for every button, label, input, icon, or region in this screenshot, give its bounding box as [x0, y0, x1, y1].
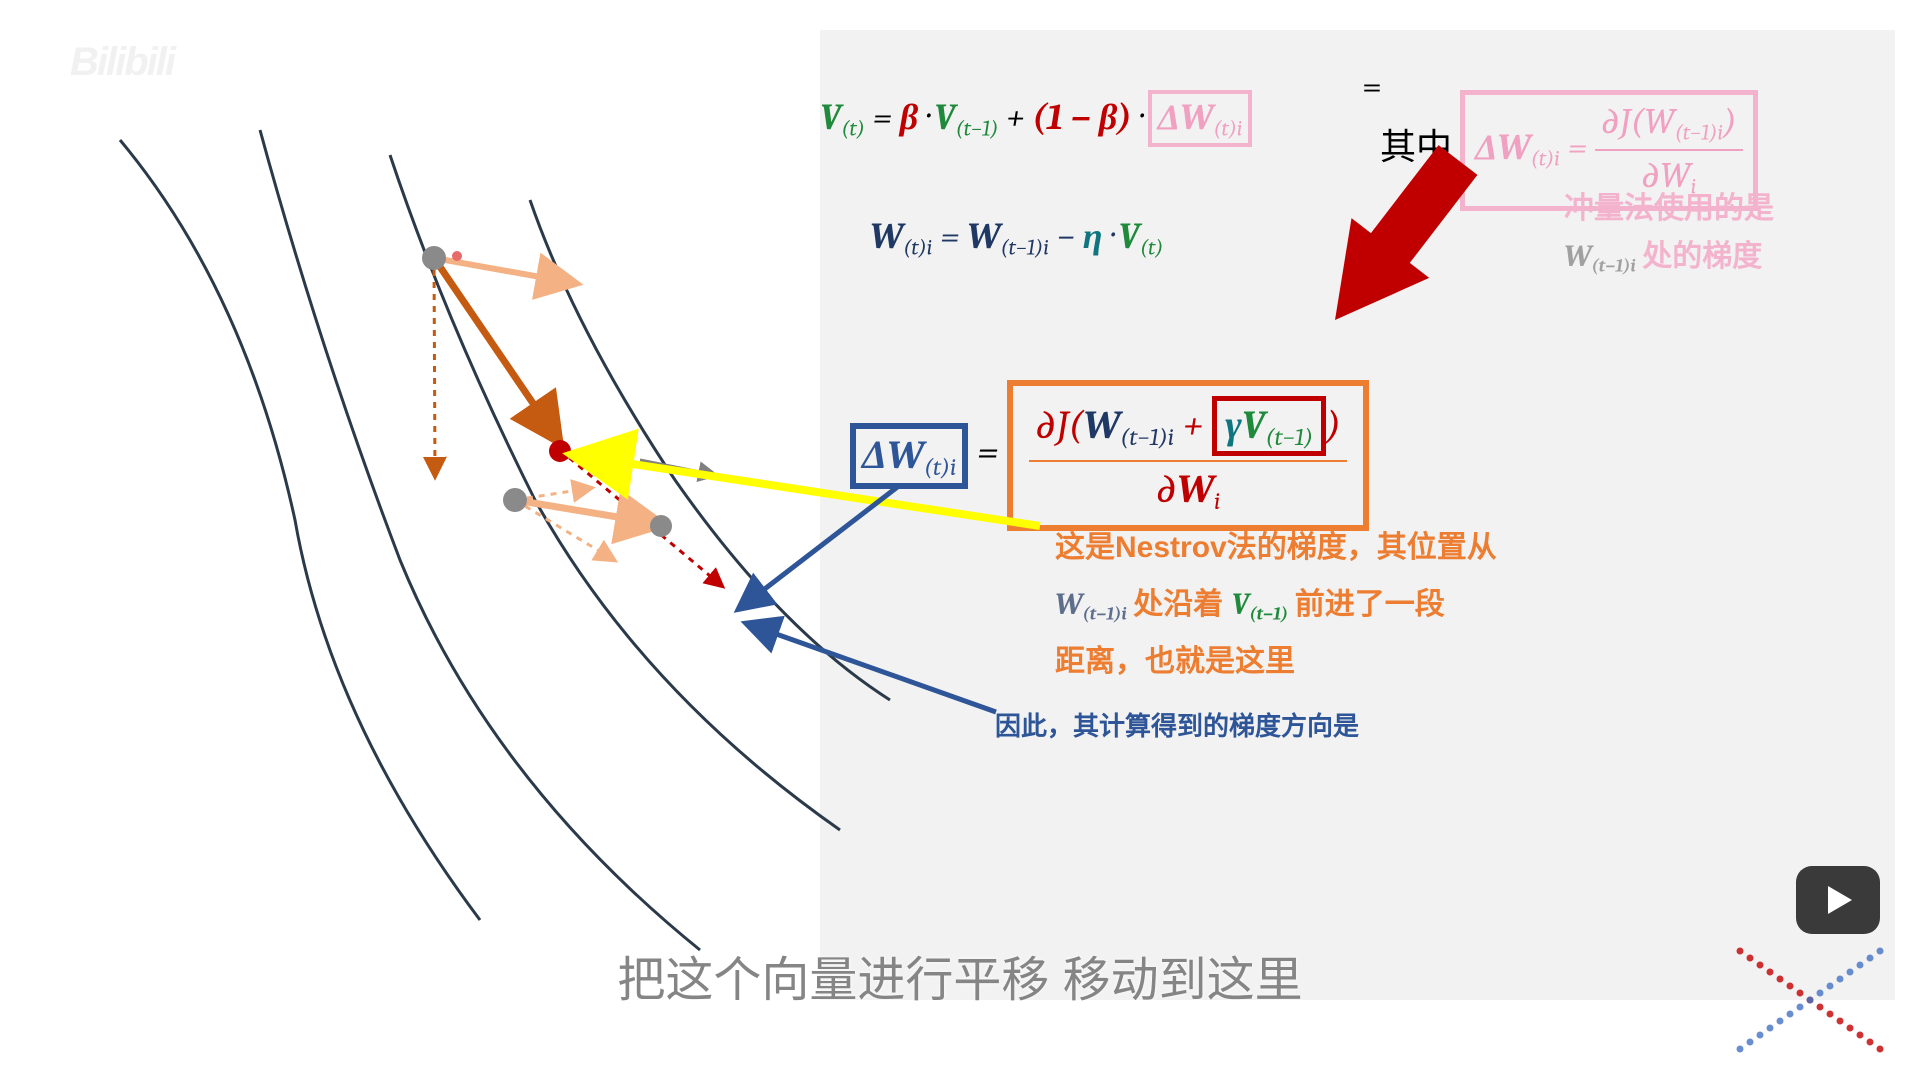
watermark-bilibili: Bilibili: [70, 40, 174, 85]
equation-nesterov-gradient: ΔW(t)i = ∂J(W(t−1)i + γV(t−1) ) ∂Wi: [850, 380, 1369, 531]
slide-root: Bilibili V(t) = β · V(t−1) + (1 − β) · Δ…: [0, 0, 1920, 1080]
annotation-nesterov-gradient: 这是Nestrov法的梯度，其位置从 W(t−1)i 处沿着 V(t−1) 前进…: [1055, 519, 1705, 690]
equation-weight-update: W(t)i = W(t−1)i − η · V(t): [870, 215, 1163, 260]
annotation-resulting-direction: 因此，其计算得到的梯度方向是: [995, 706, 1495, 743]
annotation-momentum-gradient: 冲量法使用的是 W(t−1)i 处的梯度: [1564, 185, 1894, 281]
subtitle-caption: 把这个向量进行平移 移动到这里: [0, 940, 1920, 1010]
equation-momentum-v: V(t) = β · V(t−1) + (1 − β) · ΔW(t)i: [820, 90, 1252, 147]
play-button[interactable]: [1796, 866, 1880, 934]
